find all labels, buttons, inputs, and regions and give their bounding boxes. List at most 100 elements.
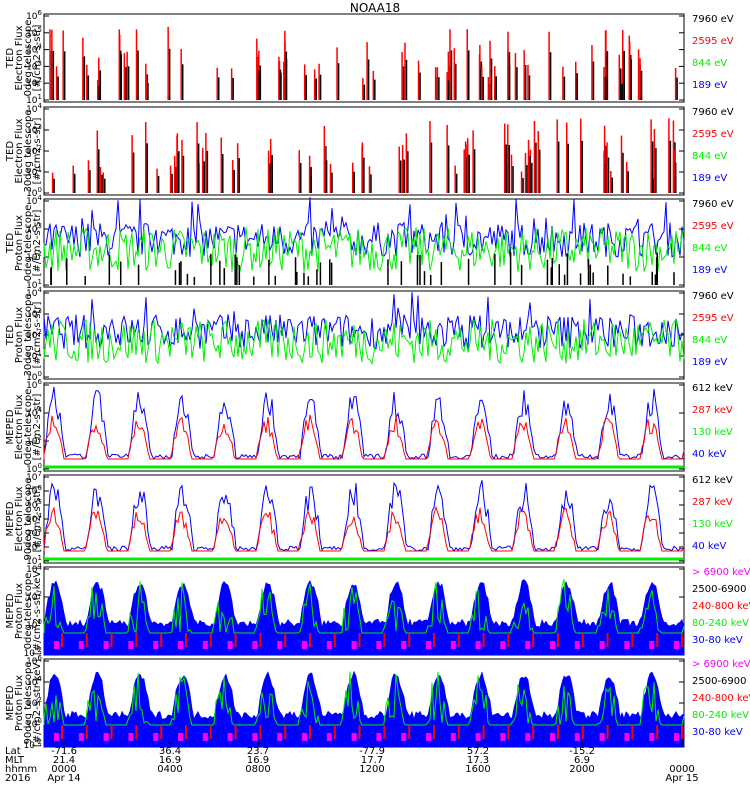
series-magenta-mark [153,641,159,649]
series-magenta-mark [277,733,283,741]
legend-entry: 612 keV [692,475,733,486]
series-magenta-mark [649,733,655,741]
series-magenta-mark [103,641,109,649]
panel-ylabel: 0deg telescope [23,20,34,97]
series-magenta-mark [649,641,655,649]
legend-entry: 2595 eV [692,129,734,140]
series-green-trace [43,579,685,634]
series-blue-trace [43,480,685,553]
series-magenta-mark [351,641,357,649]
x-tick-label: Apr 14 [47,773,80,784]
legend-entry: > 6900 keV [692,659,750,670]
legend-entry: 189 eV [692,173,727,184]
series-magenta-mark [326,733,332,741]
series-magenta-mark [153,733,159,741]
legend-entry: 130 keV [692,427,733,438]
panel-ylabel: Proton Flux [14,583,25,639]
panel-ylabel: 0deg telescope [23,573,34,650]
legend-entry: 189 eV [692,265,727,276]
panel-ylabel: MEPED [5,685,16,720]
legend-entry: 130 keV [692,519,733,530]
x-tick-label: 0400 [157,764,182,775]
series-blue-area [43,579,685,656]
series-green-trace [43,671,685,726]
panel-ylabel: TED [5,325,16,346]
x-tick-label: 23.7 [247,746,269,757]
series-magenta-mark [326,641,332,649]
series-magenta-mark [128,641,134,649]
legend-entry: 240-800 keV [692,601,750,612]
panel-ylabel: [#/cm2-s-str] [32,209,43,276]
legend-entry: 7960 eV [692,14,734,25]
series-magenta-mark [550,641,555,649]
series-magenta-mark [500,641,506,649]
legend-entry: 7960 eV [692,291,734,302]
x-tick-label: 16.9 [159,755,181,766]
series-magenta-mark [277,641,283,649]
panel-ylabel: 0deg telescope [23,389,34,466]
panel-ylabel: [#/cm2-s-str] [32,24,43,91]
panel-ylabel: [#/cm2-s-str] [32,485,43,552]
series-magenta-mark [475,733,481,741]
series-magenta-mark [426,733,431,741]
legend-entry: 844 eV [692,335,727,346]
panel-ylabel: TED [5,48,16,69]
series-blue-trace [43,197,685,258]
series-magenta-mark [78,641,84,649]
panel-ylabel: Proton Flux [14,215,25,271]
panel-ylabel: MEPED [5,593,16,628]
legend-entry: 844 eV [692,151,727,162]
legend-entry: 30-80 keV [692,727,743,738]
series-magenta-mark [624,733,630,741]
series-magenta-mark [202,733,208,741]
x-tick-label: 1200 [359,764,384,775]
legend-entry: 2595 eV [692,313,734,324]
x-tick-label: 1600 [465,764,490,775]
series-magenta-mark [525,733,531,741]
legend-entry: 7960 eV [692,107,734,118]
series-magenta-mark [227,641,233,649]
series-magenta-mark [599,733,605,741]
panel-ylabel: 90deg telescope [23,477,34,560]
series-magenta-mark [525,641,531,649]
series-magenta-mark [54,733,59,741]
series-green-trace [43,317,685,366]
panel-ylabel: TED [5,233,16,254]
series-magenta-mark [78,733,84,741]
series-magenta-mark [450,641,456,649]
panel-ylabel: TED [5,141,16,162]
series-magenta-mark [376,641,382,649]
legend-entry: 612 keV [692,383,733,394]
series-magenta-mark [302,641,307,649]
legend-entry: 844 eV [692,58,727,69]
series-magenta-mark [376,733,382,741]
x-row-label: hhmm [5,764,37,775]
panel-ylabel: Electron Flux [14,394,25,459]
x-row-label: MLT [5,755,25,766]
legend-entry: 2500-6900 [692,676,747,687]
series-green-trace [43,227,685,273]
x-tick-label: 6.9 [574,755,590,766]
legend-entry: 40 keV [692,541,726,552]
x-tick-label: -77.9 [359,746,385,757]
x-tick-label: 0000 [669,764,694,775]
series-magenta-mark [500,733,506,741]
series-magenta-mark [227,733,233,741]
x-tick-label: 36.4 [159,746,181,757]
series-magenta-mark [574,641,580,649]
panel-ylabel: Electron Flux [14,25,25,90]
panel-ylabel: MEPED [5,501,16,536]
x-tick-label: 2000 [569,764,594,775]
series-magenta-mark [426,641,431,649]
panel-ylabel: [#/cm2-s-str-keV] [32,567,43,655]
series-magenta-mark [674,733,679,741]
panel-ylabel: 30deg telescope [23,109,34,192]
x-tick-label: 0000 [51,764,76,775]
x-tick-label: 17.7 [361,755,383,766]
x-tick-label: 57.2 [467,746,489,757]
x-tick-label: -71.6 [51,746,77,757]
series-magenta-mark [574,733,580,741]
panel-ylabel: 0deg telescope [23,205,34,282]
legend-entry: 80-240 keV [692,618,749,629]
